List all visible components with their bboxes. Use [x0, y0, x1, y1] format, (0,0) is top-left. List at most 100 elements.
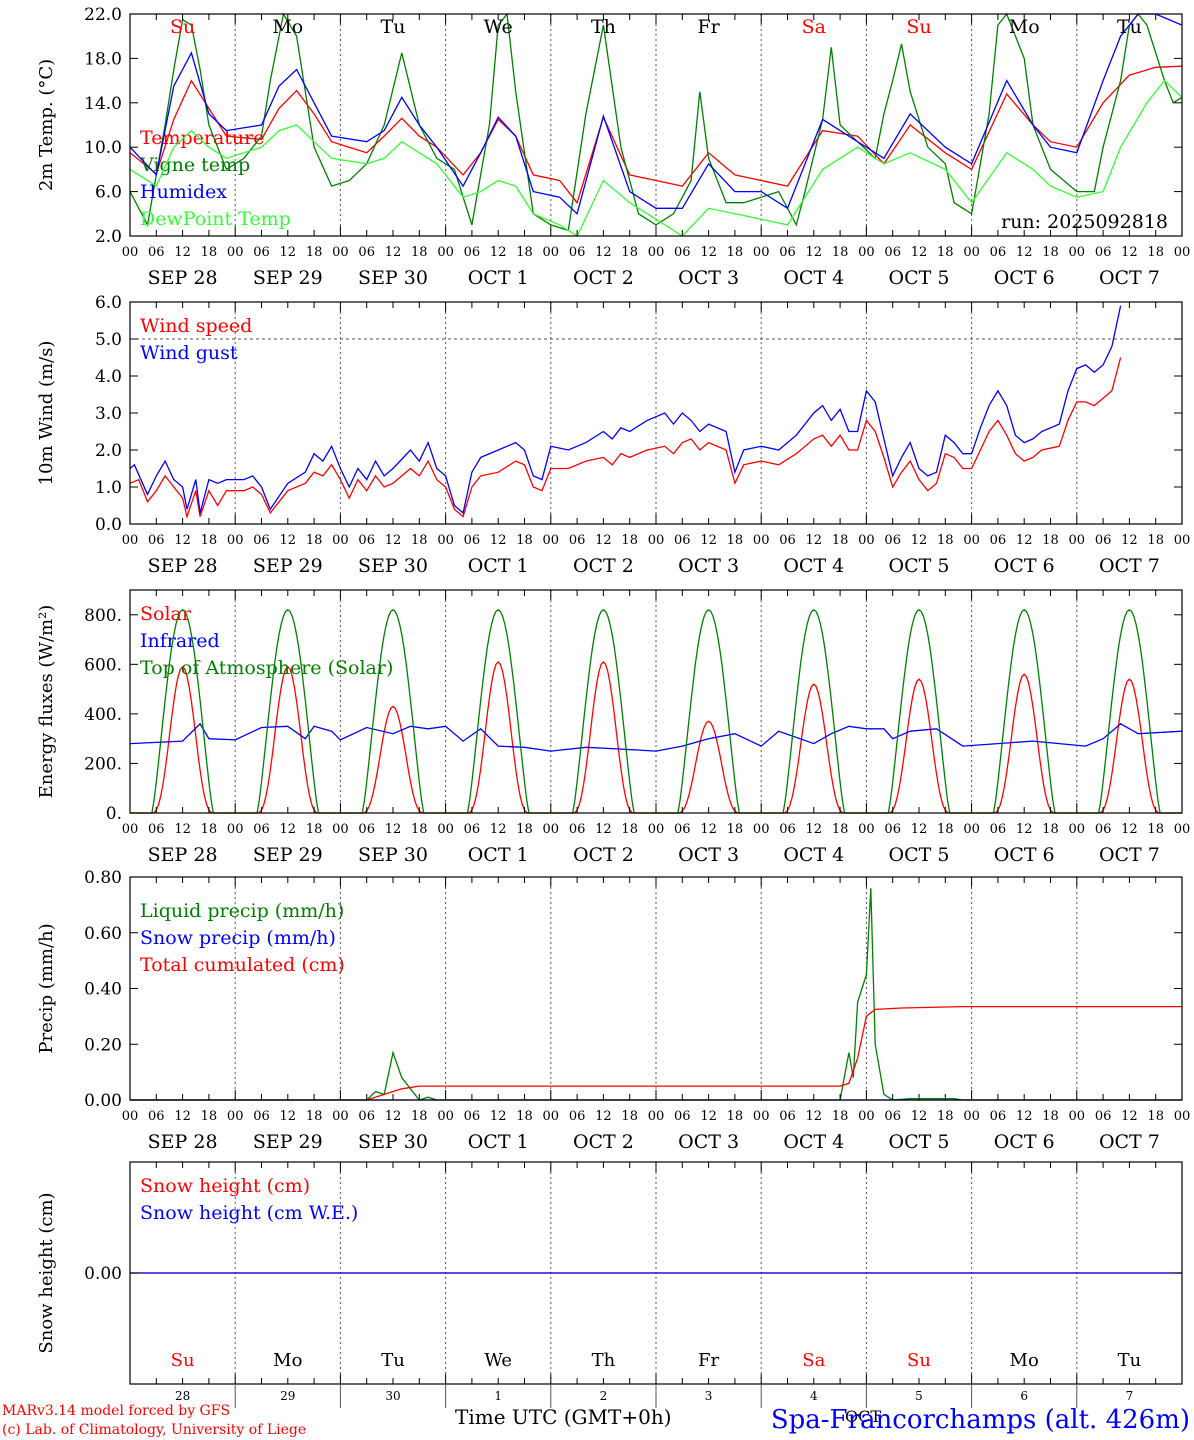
- hour-tick-label: 00: [227, 533, 244, 548]
- hour-tick-label: 06: [1095, 822, 1112, 837]
- legend-entry-2: Snow precip (mm/h): [140, 927, 336, 949]
- hour-tick-label: 00: [332, 533, 349, 548]
- legend-entry-2: Snow height (cm W.E.): [140, 1202, 358, 1224]
- day-name-top: Th: [591, 16, 616, 38]
- hour-tick-label: 06: [779, 822, 796, 837]
- legend-entry-3: Total cumulated (cm): [140, 954, 345, 976]
- panel-2: Wind speed Wind gust 0.0 1.0 2.0 3.0 4.0 5.0 6.0…: [36, 293, 1190, 577]
- day-number: 1: [494, 1389, 502, 1403]
- hour-tick-label: 00: [963, 533, 980, 548]
- hour-tick-label: 18: [727, 1109, 744, 1124]
- ytick-label: 2.0: [95, 441, 122, 461]
- hour-tick-label: 12: [911, 533, 928, 548]
- hour-tick-label: 12: [1121, 1109, 1138, 1124]
- hour-tick-label: 12: [280, 533, 297, 548]
- date-label: SEP 30: [358, 555, 428, 577]
- hour-tick-label: 06: [358, 822, 375, 837]
- hour-tick-label: 06: [569, 1109, 586, 1124]
- hour-tick-label: 00: [753, 533, 770, 548]
- hour-tick-label: 00: [122, 1109, 139, 1124]
- series-line-3: [130, 1005, 1182, 1101]
- hour-tick-label: 12: [700, 533, 717, 548]
- hour-tick-label: 06: [990, 822, 1007, 837]
- hour-tick-label: 00: [753, 245, 770, 260]
- day-name-top: Sa: [802, 16, 826, 38]
- hour-tick-label: 12: [1016, 822, 1033, 837]
- hour-tick-label: 06: [884, 1109, 901, 1124]
- hour-tick-label: 18: [201, 822, 218, 837]
- ytick-label: 22.0: [84, 5, 122, 25]
- hour-tick-label: 12: [1016, 1109, 1033, 1124]
- legend-entry-3: Humidex: [140, 181, 227, 203]
- hour-tick-label: 00: [437, 245, 454, 260]
- series-line-2: [129, 12, 1183, 232]
- hour-tick-label: 00: [437, 822, 454, 837]
- date-label: SEP 30: [358, 267, 428, 289]
- hour-tick-label: 18: [727, 245, 744, 260]
- hour-tick-label: 12: [174, 245, 191, 260]
- hour-tick-label: 18: [727, 533, 744, 548]
- series-line-1: [129, 357, 1122, 519]
- hour-tick-label: 00: [122, 822, 139, 837]
- hour-tick-label: 12: [490, 245, 507, 260]
- day-name-top: Tu: [381, 16, 406, 38]
- y-axis-label: Snow height (cm): [36, 1192, 57, 1353]
- panel-3: Solar Infrared Top of Atmosphere (Solar) 0.…: [36, 589, 1190, 866]
- hour-tick-label: 06: [148, 822, 165, 837]
- y-axis-label: Energy fluxes (W/m²): [36, 605, 57, 799]
- hour-tick-label: 06: [253, 245, 270, 260]
- ytick-label: 0.40: [84, 980, 122, 1000]
- hour-tick-label: 12: [806, 822, 823, 837]
- hour-tick-label: 12: [174, 822, 191, 837]
- date-label: OCT 3: [678, 555, 739, 577]
- ytick-label: 0.80: [84, 868, 122, 888]
- hour-tick-label: 12: [490, 1109, 507, 1124]
- hour-tick-label: 18: [1042, 533, 1059, 548]
- hour-tick-label: 00: [227, 245, 244, 260]
- day-name-top: Tu: [1117, 16, 1142, 38]
- date-label: OCT 5: [889, 555, 950, 577]
- day-name-top: Mo: [1009, 16, 1040, 38]
- hour-tick-label: 06: [464, 822, 481, 837]
- hour-tick-label: 18: [937, 245, 954, 260]
- hour-tick-label: 06: [253, 822, 270, 837]
- hour-tick-label: 18: [1147, 1109, 1164, 1124]
- day-number: 5: [915, 1389, 923, 1403]
- location-label: Spa-Francorchamps (alt. 426m): [771, 1405, 1190, 1435]
- date-label: SEP 30: [358, 844, 428, 866]
- day-name-top: Su: [906, 16, 931, 38]
- legend-entry-1: Temperature: [140, 127, 264, 149]
- ytick-label: 18.0: [84, 49, 122, 69]
- hour-tick-label: 00: [227, 1109, 244, 1124]
- legend-entry-1: Liquid precip (mm/h): [140, 900, 344, 922]
- date-label: OCT 5: [889, 844, 950, 866]
- hour-tick-label: 18: [306, 1109, 323, 1124]
- hour-tick-label: 12: [1121, 533, 1138, 548]
- date-label: OCT 4: [783, 1131, 844, 1153]
- hour-tick-label: 18: [516, 1109, 533, 1124]
- day-name-bottom: Sa: [802, 1350, 825, 1371]
- hour-tick-label: 12: [280, 822, 297, 837]
- footer-model: MARv3.14 model forced by GFS: [2, 1403, 230, 1419]
- hour-tick-label: 00: [543, 245, 560, 260]
- hour-tick-label: 00: [858, 245, 875, 260]
- date-label: OCT 7: [1099, 1131, 1160, 1153]
- ytick-label: 6.0: [95, 293, 122, 313]
- panel-1: Temperature Vigne temp Humidex DewPoint Tem…: [36, 5, 1190, 289]
- hour-tick-label: 06: [569, 245, 586, 260]
- ytick-label: 3.0: [95, 404, 122, 424]
- day-name-top: Su: [170, 16, 195, 38]
- date-label: OCT 3: [678, 267, 739, 289]
- hour-tick-label: 06: [990, 533, 1007, 548]
- hour-tick-label: 12: [1016, 245, 1033, 260]
- legend-entry-3: Top of Atmosphere (Solar): [140, 657, 393, 679]
- hour-tick-label: 06: [464, 1109, 481, 1124]
- day-name-bottom: Fr: [698, 1350, 719, 1371]
- date-label: OCT 7: [1099, 267, 1160, 289]
- hour-tick-label: 06: [148, 245, 165, 260]
- hour-tick-label: 00: [332, 1109, 349, 1124]
- hour-tick-label: 06: [674, 245, 691, 260]
- date-label: SEP 28: [148, 844, 218, 866]
- date-label: SEP 28: [148, 1131, 218, 1153]
